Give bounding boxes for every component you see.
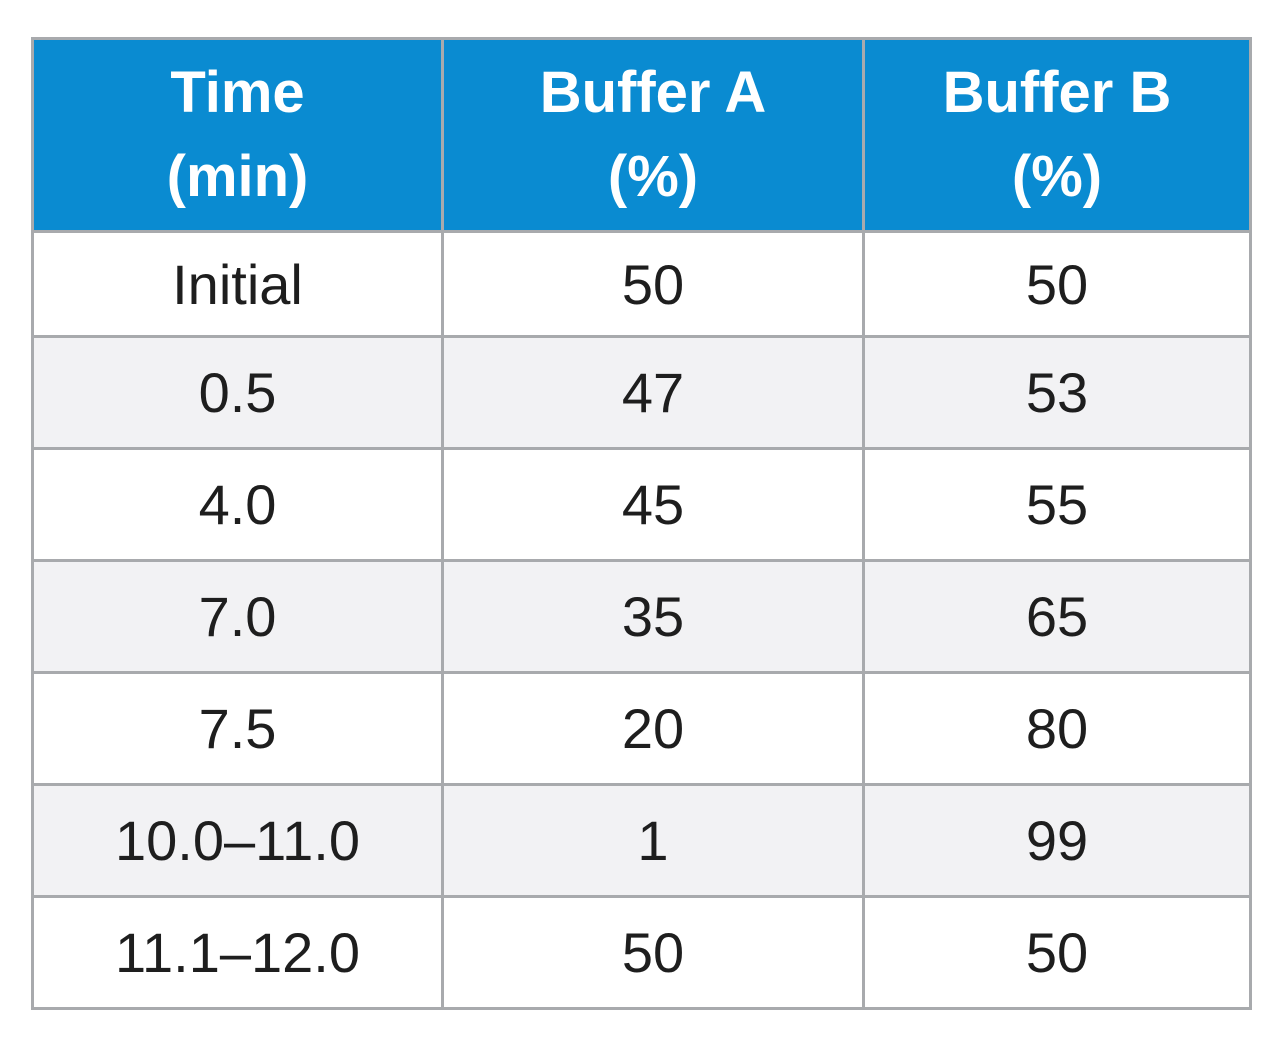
cell-time: 10.0–11.0 bbox=[31, 783, 444, 898]
cell-buffer-b: 80 bbox=[862, 671, 1252, 786]
gradient-table: Time (min) Buffer A (%) Buffer B (%) Ini… bbox=[31, 37, 1252, 1010]
cell-buffer-a: 50 bbox=[441, 230, 865, 338]
header-buffer-b-label: Buffer B bbox=[942, 60, 1172, 125]
cell-buffer-a: 1 bbox=[441, 783, 865, 898]
header-time-unit: (min) bbox=[166, 144, 309, 209]
cell-buffer-b: 55 bbox=[862, 447, 1252, 562]
header-buffer-a-label: Buffer A bbox=[539, 60, 767, 125]
table-row: 4.0 45 55 bbox=[31, 447, 1252, 562]
header-buffer-b-unit: (%) bbox=[1011, 144, 1103, 209]
table-row: Initial 50 50 bbox=[31, 230, 1252, 338]
header-buffer-a-unit: (%) bbox=[607, 144, 699, 209]
header-time: Time (min) bbox=[31, 37, 444, 233]
table-row: 7.5 20 80 bbox=[31, 671, 1252, 786]
cell-buffer-a: 35 bbox=[441, 559, 865, 674]
cell-buffer-b: 65 bbox=[862, 559, 1252, 674]
table-header: Time (min) Buffer A (%) Buffer B (%) bbox=[31, 37, 1252, 233]
cell-buffer-a: 45 bbox=[441, 447, 865, 562]
gradient-table-container: Time (min) Buffer A (%) Buffer B (%) Ini… bbox=[31, 37, 1252, 1010]
header-buffer-a: Buffer A (%) bbox=[441, 37, 865, 233]
table-row: 0.5 47 53 bbox=[31, 335, 1252, 450]
cell-buffer-b: 50 bbox=[862, 895, 1252, 1010]
table-row: 7.0 35 65 bbox=[31, 559, 1252, 674]
table-row: 11.1–12.0 50 50 bbox=[31, 895, 1252, 1010]
header-buffer-b: Buffer B (%) bbox=[862, 37, 1252, 233]
cell-time: 0.5 bbox=[31, 335, 444, 450]
table-body: Initial 50 50 0.5 47 53 4.0 45 55 7.0 35… bbox=[31, 230, 1252, 1010]
cell-buffer-a: 20 bbox=[441, 671, 865, 786]
cell-time: 11.1–12.0 bbox=[31, 895, 444, 1010]
cell-time: 4.0 bbox=[31, 447, 444, 562]
cell-buffer-a: 50 bbox=[441, 895, 865, 1010]
cell-time: 7.0 bbox=[31, 559, 444, 674]
cell-buffer-b: 53 bbox=[862, 335, 1252, 450]
cell-buffer-a: 47 bbox=[441, 335, 865, 450]
header-row: Time (min) Buffer A (%) Buffer B (%) bbox=[31, 37, 1252, 233]
header-time-label: Time bbox=[170, 60, 305, 125]
cell-time: 7.5 bbox=[31, 671, 444, 786]
cell-buffer-b: 50 bbox=[862, 230, 1252, 338]
cell-time: Initial bbox=[31, 230, 444, 338]
table-row: 10.0–11.0 1 99 bbox=[31, 783, 1252, 898]
cell-buffer-b: 99 bbox=[862, 783, 1252, 898]
